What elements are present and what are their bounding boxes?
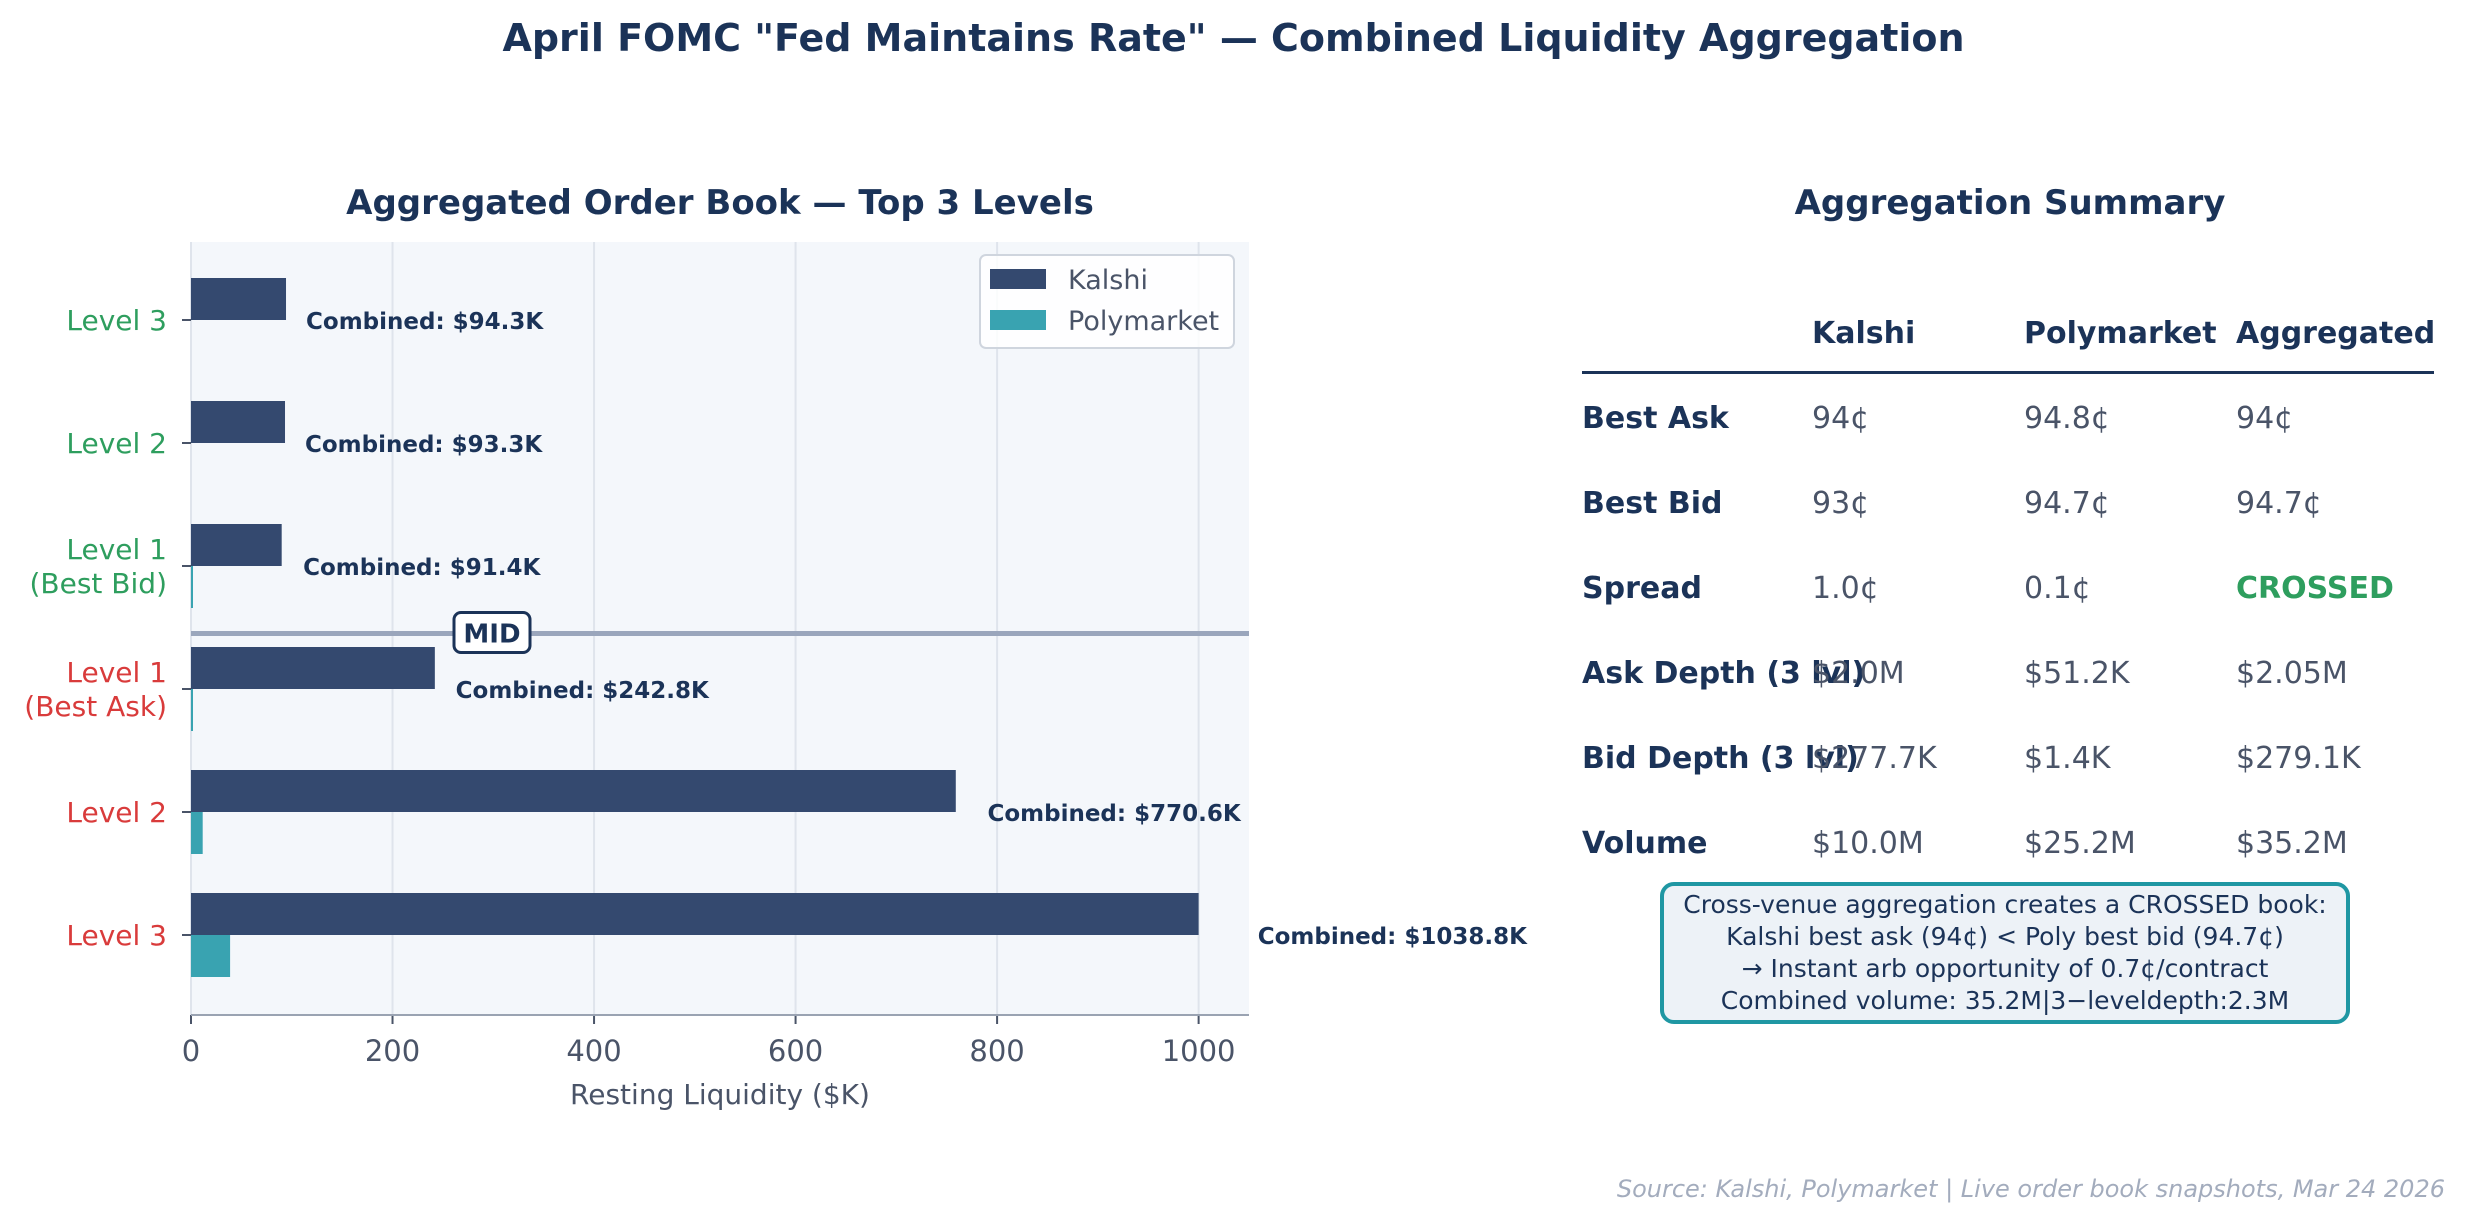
legend: Kalshi Polymarket [979, 254, 1235, 349]
y-tick-label: Level 2 [66, 427, 167, 460]
table-header-rule [1582, 371, 2434, 374]
cell-kalshi: 93¢ [1812, 486, 1870, 521]
x-tick-label: 0 [182, 1034, 200, 1068]
legend-label-kalshi: Kalshi [1068, 265, 1148, 296]
page-title: April FOMC "Fed Maintains Rate" — Combin… [502, 16, 1965, 60]
y-tick-label: Level 3 [66, 304, 167, 337]
col-header-kalshi: Kalshi [1812, 316, 1916, 351]
cell-polymarket: 94.8¢ [2024, 401, 2110, 436]
cell-polymarket: $51.2K [2024, 656, 2130, 691]
gridlines [190, 242, 1200, 1015]
summary-title: Aggregation Summary [1794, 183, 2226, 223]
note-line: Cross-venue aggregation creates a CROSSE… [1683, 890, 2327, 919]
combined-label: Combined: $242.8K [456, 678, 710, 704]
combined-label: Combined: $1038.8K [1258, 924, 1528, 950]
arbitrage-note: Cross-venue aggregation creates a CROSSE… [1660, 882, 2350, 1024]
cell-aggregated: $35.2M [2236, 826, 2348, 861]
cell-kalshi: $2.0M [1812, 656, 1905, 691]
combined-annotations: Combined: $94.3K Combined: $93.3K Combined… [303, 309, 1528, 950]
polymarket-bar [191, 935, 231, 977]
kalshi-bar [191, 770, 956, 812]
combined-label: Combined: $91.4K [303, 555, 541, 581]
kalshi-bar [191, 893, 1199, 935]
legend-swatch-kalshi [990, 269, 1046, 289]
cell-polymarket: $1.4K [2024, 741, 2111, 776]
kalshi-bar [191, 278, 287, 320]
polymarket-bar [191, 566, 193, 608]
polymarket-bar [191, 812, 203, 854]
cell-aggregated: 94.7¢ [2236, 486, 2322, 521]
note-line: Kalshi best ask (94¢) < Poly best bid (9… [1726, 922, 2284, 951]
combined-label: Combined: $94.3K [306, 309, 544, 335]
kalshi-bar [191, 647, 435, 689]
legend-label-polymarket: Polymarket [1068, 306, 1219, 337]
source-footnote: Source: Kalshi, Polymarket | Live order … [1616, 1175, 2445, 1203]
row-label: Bid Depth (3 lvl) [1582, 741, 1859, 776]
order-book-chart: Level 3 Level 2 Level 1 (Best Bid) Level 1 (B… [24, 242, 1528, 1111]
mid-line: MID [191, 611, 1249, 654]
cell-polymarket: 0.1¢ [2024, 571, 2091, 606]
x-tick-label: 800 [969, 1034, 1024, 1068]
combined-label: Combined: $770.6K [987, 801, 1241, 827]
row-label: Spread [1582, 571, 1702, 606]
col-header-polymarket: Polymarket [2024, 316, 2217, 351]
y-tick-label: Level 2 [66, 796, 167, 829]
y-tick-label: Level 3 [66, 919, 167, 952]
cell-polymarket: $25.2M [2024, 826, 2136, 861]
y-tick-label: Level 1 (Best Ask) [24, 656, 167, 723]
cell-kalshi: $10.0M [1812, 826, 1924, 861]
x-tick-label: 1000 [1162, 1034, 1236, 1068]
x-tick-label: 200 [365, 1034, 420, 1068]
col-header-aggregated: Aggregated [2236, 316, 2436, 351]
x-axis: 0 200 400 600 800 1000 [182, 1014, 1249, 1068]
y-tick-labels: Level 3 Level 2 Level 1 (Best Bid) Level 1 (B… [24, 304, 191, 952]
row-label: Ask Depth (3 lvl) [1582, 656, 1866, 691]
mid-label-box [452, 611, 532, 654]
polymarket-bar [191, 689, 193, 731]
cell-kalshi: 1.0¢ [1812, 571, 1879, 606]
note-line: → Instant arb opportunity of 0.7¢/contra… [1741, 954, 2269, 983]
bars [191, 278, 1199, 977]
cell-kalshi: 94¢ [1812, 401, 1870, 436]
kalshi-bar [191, 401, 286, 443]
combined-label: Combined: $93.3K [305, 432, 543, 458]
legend-swatch-polymarket [990, 310, 1046, 330]
cell-kalshi: $277.7K [1812, 741, 1937, 776]
cell-aggregated-crossed: CROSSED [2236, 571, 2394, 606]
x-tick-label: 600 [768, 1034, 823, 1068]
kalshi-bar [191, 524, 282, 566]
x-axis-label: Resting Liquidity ($K) [570, 1078, 870, 1111]
plot-area [191, 242, 1249, 1015]
chart-title: Aggregated Order Book — Top 3 Levels [346, 183, 1094, 223]
row-label: Volume [1582, 826, 1708, 861]
row-label: Best Ask [1582, 401, 1729, 436]
x-tick-label: 400 [566, 1034, 621, 1068]
note-line: Combined volume: 35.2M|3−leveldepth:2.3M [1720, 986, 2290, 1015]
row-label: Best Bid [1582, 486, 1723, 521]
cell-aggregated: $279.1K [2236, 741, 2361, 776]
cell-polymarket: 94.7¢ [2024, 486, 2110, 521]
cell-aggregated: $2.05M [2236, 656, 2348, 691]
y-tick-label: Level 1 (Best Bid) [29, 533, 167, 600]
mid-label: MID [463, 620, 520, 650]
cell-aggregated: 94¢ [2236, 401, 2294, 436]
